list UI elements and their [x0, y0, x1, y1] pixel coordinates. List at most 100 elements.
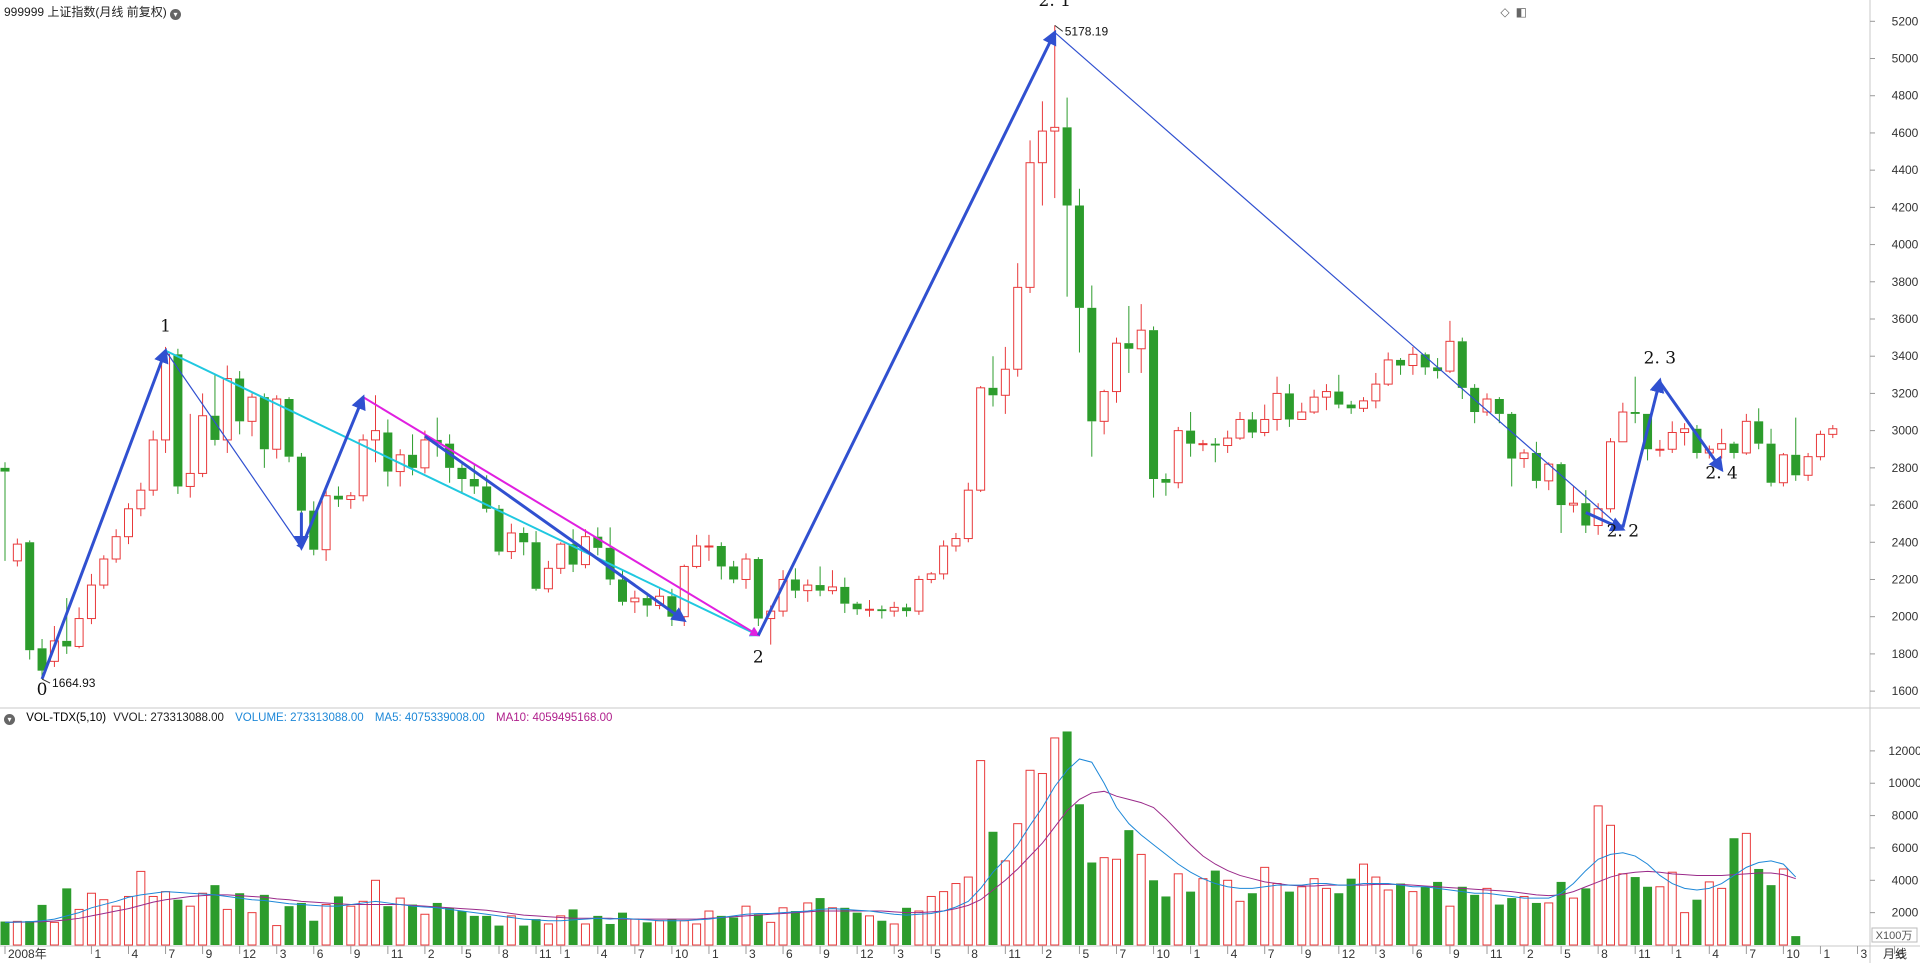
volume-bar-down — [642, 922, 652, 945]
candle-down — [1334, 391, 1344, 405]
volume-bar-down — [815, 898, 825, 945]
ma10-line — [4, 790, 1796, 923]
candle-down — [1692, 428, 1702, 453]
price-extreme-label: 5178.19 — [1065, 24, 1109, 38]
volume-bar-up — [506, 915, 516, 946]
panel-toggle-icon[interactable]: ◧ — [1515, 5, 1527, 19]
candle-up — [1408, 353, 1418, 367]
candle-up — [556, 543, 566, 569]
volume-tick-label: 4000 — [1892, 873, 1919, 887]
time-tick-label: 9 — [354, 947, 361, 961]
volume-bar-up — [1198, 878, 1208, 946]
time-tick-label: 3 — [897, 947, 904, 961]
candle-up — [1309, 396, 1319, 413]
price-tick-label: 2600 — [1892, 498, 1919, 512]
candle-up — [272, 398, 282, 450]
candle-up — [346, 495, 356, 500]
candle-down — [235, 378, 245, 422]
volume-bar-up — [185, 905, 195, 946]
candle-down — [1556, 464, 1566, 506]
chevron-down-circle-icon[interactable]: ▾ — [4, 714, 15, 725]
time-tick-label: 12 — [860, 947, 874, 961]
candle-down — [1247, 419, 1257, 433]
candle-up — [1223, 437, 1233, 447]
volume-bar-up — [556, 915, 566, 946]
volume-bar-up — [803, 902, 813, 946]
volume-bar-down — [519, 925, 529, 945]
wave-arrow — [1621, 377, 1665, 528]
volume-bar-down — [877, 920, 887, 945]
volume-bar-down — [482, 915, 492, 945]
candle-up — [630, 597, 640, 603]
volume-bar-up — [889, 923, 899, 946]
volume-bar-up — [1359, 863, 1368, 946]
time-tick-label: 4 — [1231, 947, 1238, 961]
volume-tick-label: 2000 — [1892, 906, 1919, 920]
candle-down — [716, 545, 726, 567]
volume-bar-up — [939, 891, 949, 946]
volume-bar-up — [1655, 886, 1665, 946]
time-tick-label: 10 — [1157, 947, 1171, 961]
wave-label: 1 — [160, 317, 171, 337]
volume-bar-up — [976, 760, 986, 946]
volume-bar-down — [852, 912, 862, 945]
price-tick-label: 5200 — [1892, 14, 1919, 28]
candle-down — [0, 467, 10, 472]
volume-bar-down — [173, 899, 183, 945]
volume-bar-up — [963, 876, 973, 946]
time-tick-label: 7 — [1268, 947, 1275, 961]
volume-bar-up — [1680, 912, 1690, 946]
volume-tick-label: 8000 — [1892, 809, 1919, 823]
time-tick-label: 11 — [1008, 947, 1021, 961]
time-tick-label: 2 — [1527, 947, 1534, 961]
volume-bar-up — [124, 895, 133, 946]
time-tick-label: 10 — [675, 947, 689, 961]
volume-bar-down — [383, 906, 393, 945]
diamond-icon[interactable]: ◇ — [1500, 5, 1510, 19]
candle-up — [827, 586, 837, 592]
chart-header: 999999 上证指数(月线 前复权) ▾ — [4, 3, 182, 20]
volume-bar-down — [790, 911, 800, 945]
time-tick-label: 1 — [94, 947, 101, 961]
time-tick-label: 9 — [1305, 947, 1312, 961]
candle-up — [914, 578, 924, 612]
price-label-pointer — [41, 678, 51, 684]
price-tick-label: 3400 — [1892, 349, 1919, 363]
volume-value: VOLUME: 273313088.00 — [235, 712, 364, 724]
volume-bar-up — [272, 925, 282, 946]
volume-bar-up — [1667, 871, 1677, 946]
candle-down — [519, 532, 529, 543]
candle-down — [1420, 354, 1430, 368]
wave-line — [1054, 32, 1624, 531]
candle-up — [321, 495, 331, 551]
chevron-down-circle-icon[interactable]: ▾ — [170, 9, 182, 20]
chart-title: 999999 上证指数(月线 前复权) — [4, 5, 167, 19]
candle-up — [1359, 400, 1368, 409]
volume-bar-up — [1618, 873, 1628, 946]
volume-bar-down — [729, 917, 739, 945]
volume-bar-down — [1087, 862, 1097, 945]
candle-down — [1457, 341, 1467, 388]
candle-down — [1346, 404, 1356, 409]
candle-up — [704, 545, 714, 548]
candle-up — [1321, 391, 1331, 398]
volume-bar-up — [914, 910, 924, 946]
candle-down — [1149, 330, 1159, 480]
price-extreme-label: 1664.93 — [52, 676, 96, 690]
candle-up — [111, 536, 121, 560]
volume-bar-up — [543, 923, 553, 946]
candle-down — [1284, 393, 1294, 420]
candle-down — [852, 603, 862, 610]
volume-bar-up — [1000, 860, 1010, 946]
candle-up — [1717, 443, 1727, 450]
time-tick-label: 4 — [601, 947, 608, 961]
volume-bar-down — [902, 907, 912, 945]
volume-bar-down — [531, 919, 541, 945]
volume-bar-up — [1704, 881, 1714, 946]
time-tick-label: 6 — [317, 947, 324, 961]
candle-up — [1173, 430, 1183, 484]
candle-down — [309, 510, 319, 550]
volume-bar-up — [111, 905, 121, 946]
candle-up — [926, 573, 936, 580]
